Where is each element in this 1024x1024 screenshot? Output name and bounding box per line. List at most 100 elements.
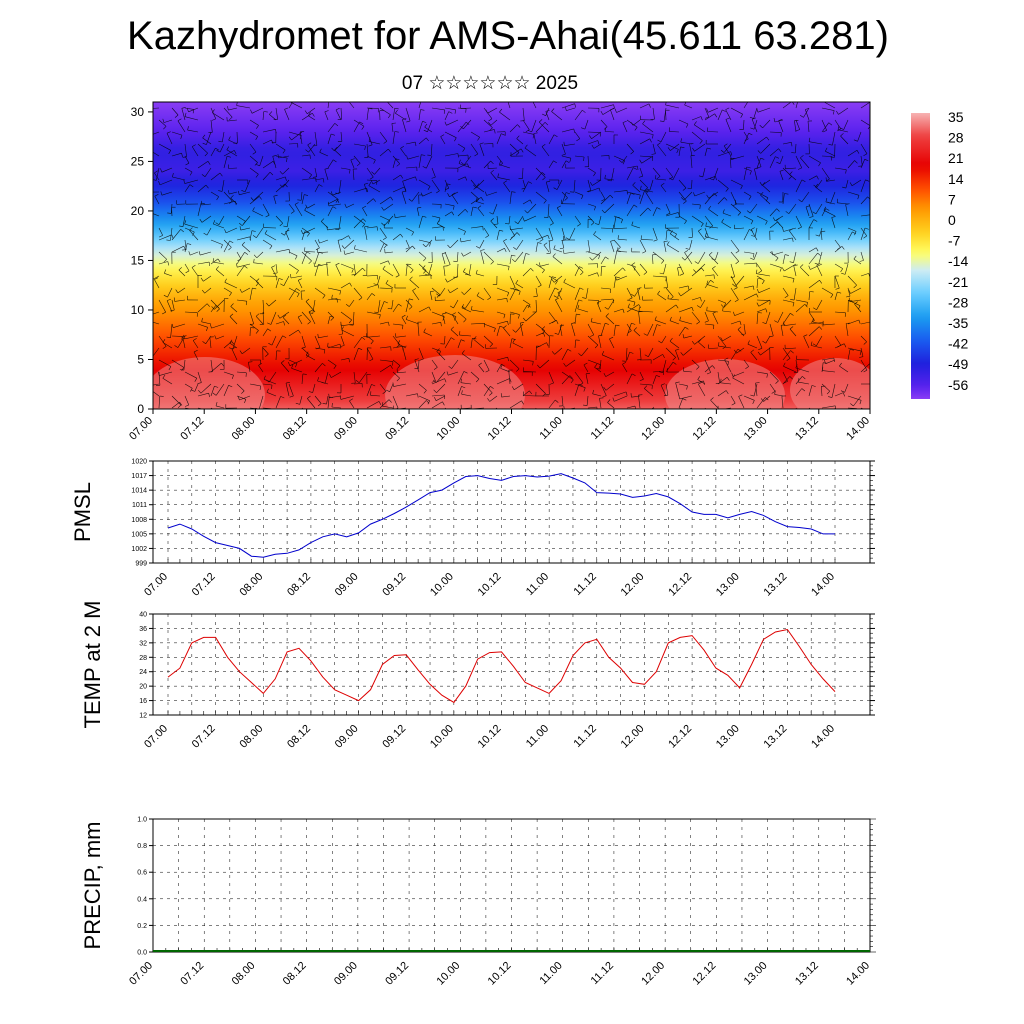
wind-barb (496, 311, 506, 315)
wind-barb (593, 234, 602, 241)
wind-barb (749, 203, 758, 214)
colorbar-label: -49 (948, 356, 968, 372)
wind-barb-flag (149, 208, 151, 212)
wind-barb-flag (684, 220, 687, 225)
wind-barb-flag (462, 148, 466, 152)
wind-barb-flag (564, 197, 568, 201)
wind-barb (704, 193, 715, 205)
wind-barb (402, 346, 407, 361)
wind-barb-flag (667, 147, 671, 151)
wind-barb-flag (207, 161, 211, 165)
wind-barb (756, 215, 768, 222)
wind-barb-flag (252, 151, 257, 155)
wind-barb-flag (271, 139, 274, 144)
wind-barb (231, 348, 238, 361)
wind-barb-flag (801, 179, 806, 182)
wind-barb (456, 263, 459, 278)
wind-barb (364, 226, 368, 241)
x-tick-label: 07.00 (142, 571, 170, 599)
wind-barb (340, 131, 343, 142)
wind-barb (652, 354, 663, 361)
wind-barb-flag (594, 206, 596, 211)
wind-barb (457, 311, 467, 320)
wind-barb-flag (776, 208, 780, 212)
wind-barb-flag (672, 361, 677, 365)
wind-barb-flag (408, 306, 413, 310)
colorbar-label: -35 (948, 315, 968, 331)
wind-barb (282, 317, 290, 325)
wind-barb (490, 119, 498, 126)
wind-barb-flag (149, 382, 150, 386)
wind-barb-flag (163, 259, 167, 263)
wind-barb (153, 311, 160, 315)
wind-barb (691, 297, 701, 301)
wind-barb-flag (769, 335, 774, 338)
y-tick-label: 36 (139, 626, 147, 633)
wind-barb-flag (408, 198, 413, 202)
wind-barb (626, 352, 630, 361)
wind-barb (435, 299, 446, 301)
wind-barb-flag (202, 142, 207, 145)
wind-barb (503, 182, 511, 193)
wind-barb-flag (340, 345, 345, 347)
x-tick-label: 13.00 (714, 723, 742, 751)
x-tick-label: 09.12 (383, 960, 411, 988)
wind-barb (672, 167, 680, 181)
wind-barb-flag (658, 340, 662, 344)
wind-barb-flag (669, 316, 672, 321)
wind-barb (730, 179, 743, 186)
wind-barb-flag (490, 386, 494, 389)
wind-barb (587, 179, 592, 191)
wind-barb (286, 215, 290, 227)
wind-barb (262, 139, 272, 145)
wind-barb-flag (277, 154, 279, 159)
wind-barb-flag (250, 109, 253, 114)
wind-barb (516, 138, 524, 145)
wind-barb-flag (537, 284, 542, 288)
wind-barb (349, 400, 355, 409)
wind-barb-flag (715, 176, 717, 181)
wind-barb-flag (871, 102, 873, 105)
wind-barb (724, 359, 732, 373)
wind-barb (431, 359, 438, 368)
wind-barb-flag (328, 393, 330, 398)
wind-barb-flag (654, 316, 657, 321)
wind-barb (561, 239, 565, 249)
wind-barb-flag (406, 120, 411, 123)
wind-barb (743, 251, 755, 254)
wind-barb (815, 203, 823, 215)
wind-barb-flag (600, 110, 604, 115)
wind-barb-flag (737, 212, 741, 216)
wind-barb (743, 191, 752, 197)
wind-barb (644, 388, 654, 397)
wind-barb-flag (773, 415, 776, 418)
wind-barb (241, 244, 251, 253)
x-tick-label: 12.00 (619, 571, 647, 599)
wind-barb-flag (580, 271, 584, 276)
wind-barb-flag (221, 362, 225, 367)
wind-barb (756, 155, 762, 167)
wind-barb-flag (489, 343, 493, 348)
wind-barb (496, 378, 510, 385)
wind-barb-flag (267, 322, 272, 325)
wind-barb-flag (816, 175, 819, 180)
wind-barb (789, 230, 797, 241)
wind-barb-flag (451, 211, 455, 216)
wind-barb (795, 359, 799, 373)
wind-barb-flag (318, 184, 323, 187)
wind-barb (508, 215, 511, 225)
wind-barb (353, 348, 359, 361)
wind-barb-flag (185, 162, 190, 166)
wind-barb (613, 190, 628, 193)
wind-barb-flag (295, 255, 298, 260)
wind-barb (704, 359, 711, 373)
wind-barb (327, 346, 342, 349)
wind-barb (808, 385, 813, 397)
wind-barb-flag (782, 227, 784, 232)
wind-barb (197, 161, 209, 169)
wind-barb (539, 359, 550, 369)
wind-barb-flag (239, 288, 243, 293)
wind-barb (405, 393, 418, 397)
wind-barb-flag (185, 270, 190, 274)
wind-barb (535, 191, 547, 201)
